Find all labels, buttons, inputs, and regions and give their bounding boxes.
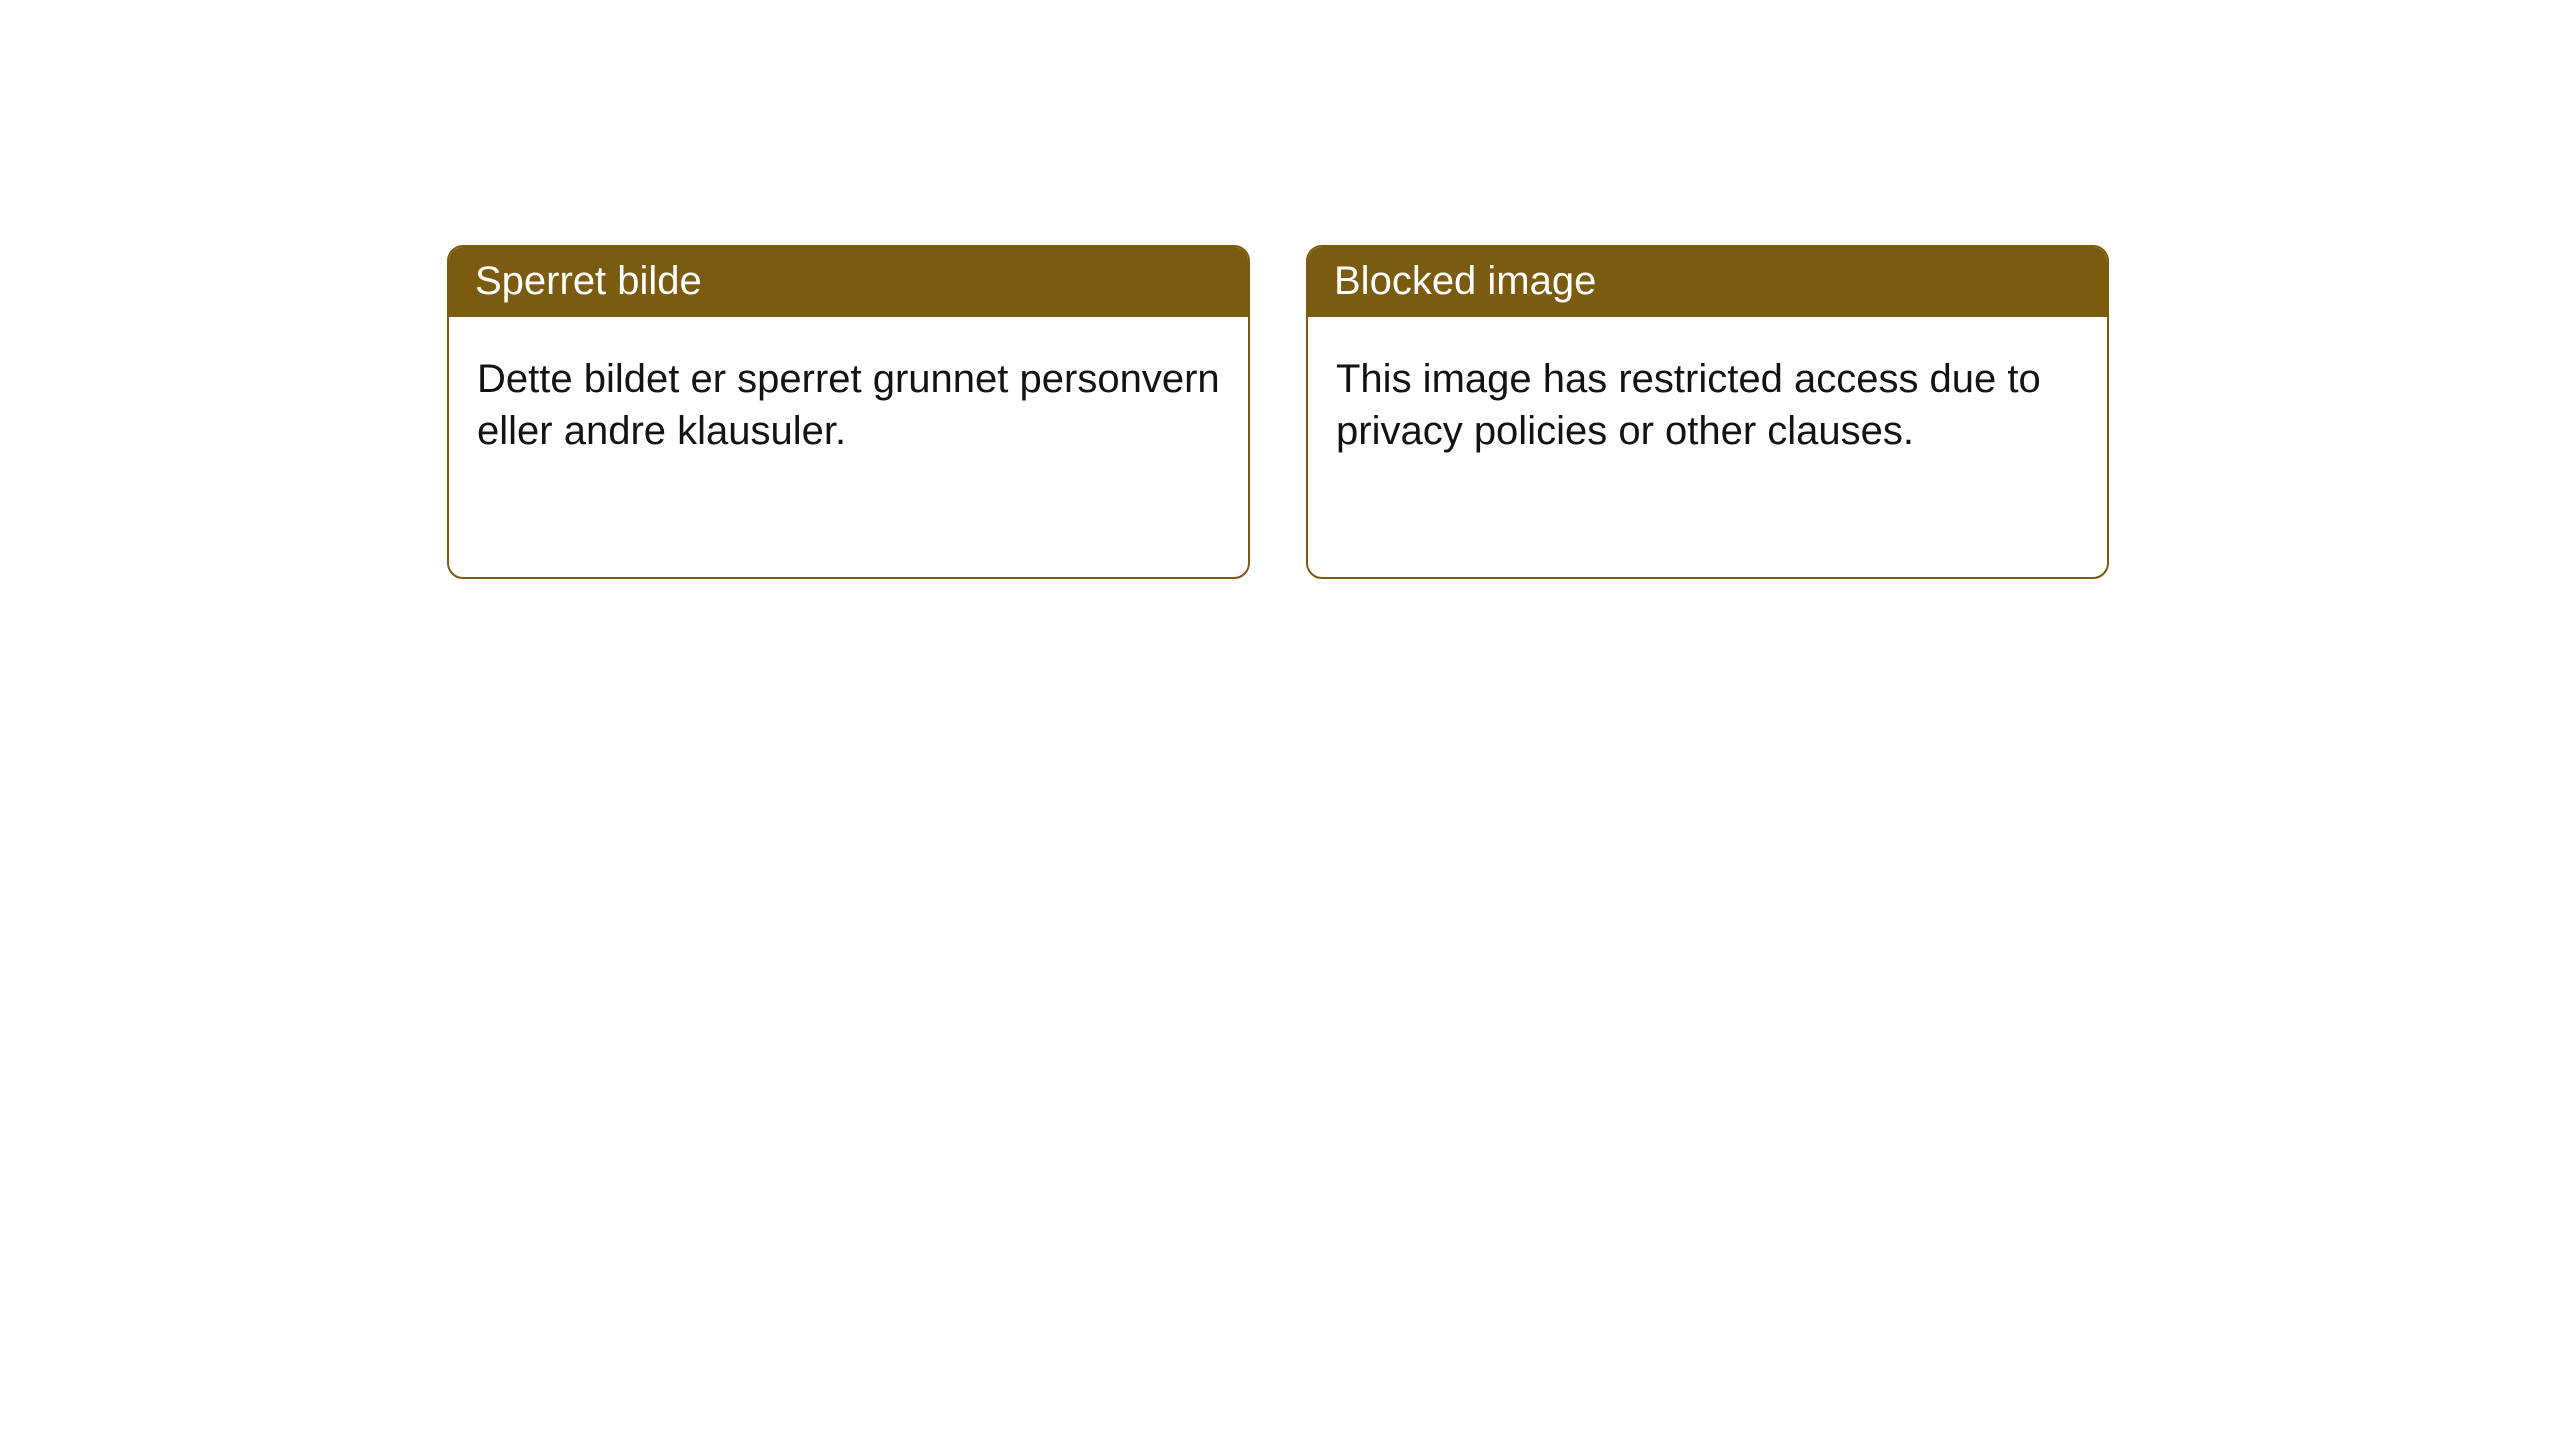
blocked-image-card-no: Sperret bilde Dette bildet er sperret gr…: [447, 245, 1250, 579]
blocked-image-card-en: Blocked image This image has restricted …: [1306, 245, 2109, 579]
card-title-no: Sperret bilde: [449, 247, 1248, 317]
page-container: Sperret bilde Dette bildet er sperret gr…: [0, 0, 2560, 1440]
card-body-en: This image has restricted access due to …: [1308, 317, 2107, 485]
card-title-en: Blocked image: [1308, 247, 2107, 317]
card-body-no: Dette bildet er sperret grunnet personve…: [449, 317, 1248, 485]
